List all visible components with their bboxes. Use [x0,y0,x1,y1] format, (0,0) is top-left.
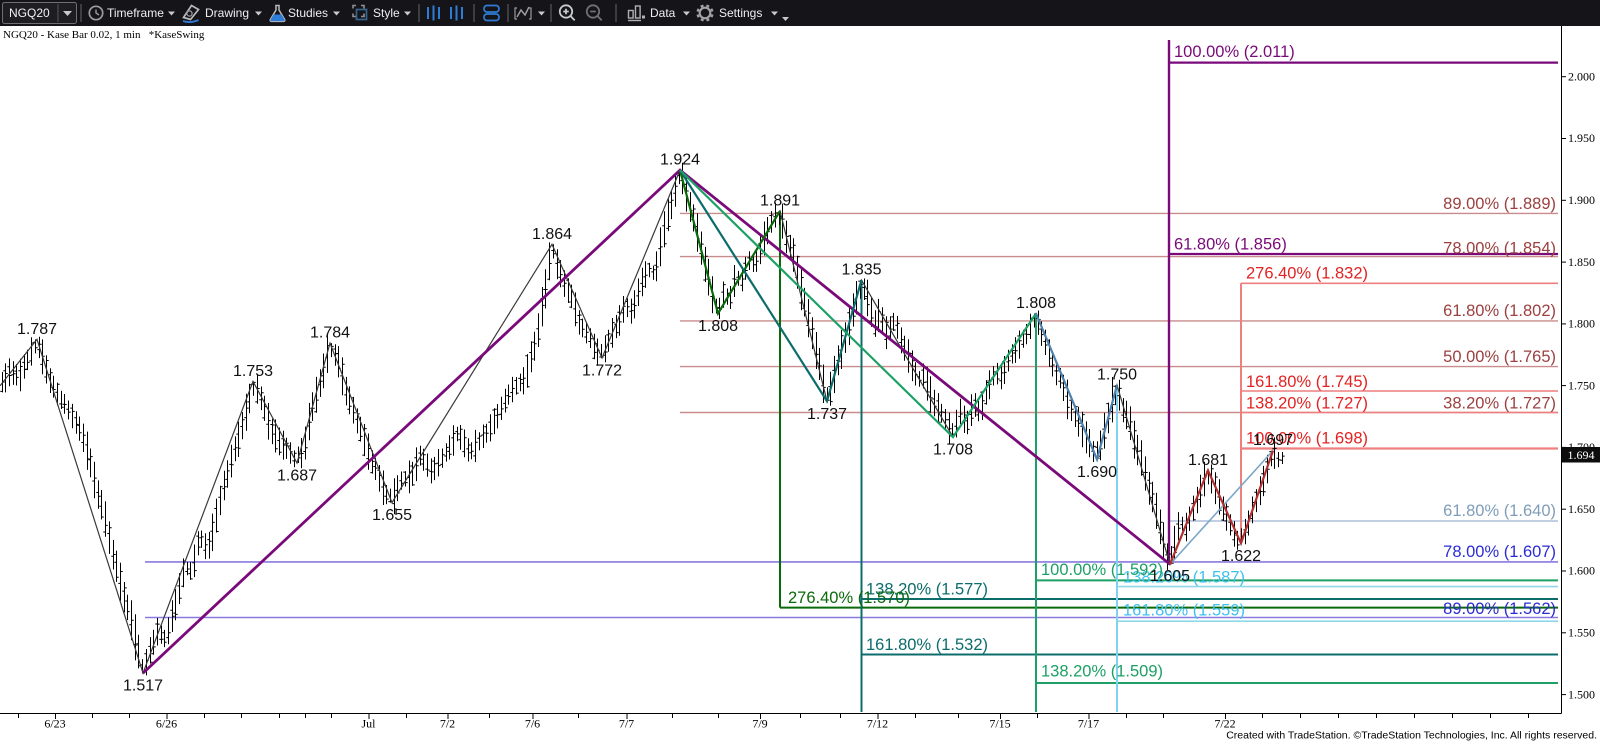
svg-text:NGQ20 - Kase Bar 0.02, 1 min: NGQ20 - Kase Bar 0.02, 1 min *KaseSwing [3,29,205,41]
svg-text:Jul: Jul [361,717,376,731]
svg-text:161.80% (1.532): 161.80% (1.532) [866,636,988,654]
svg-text:1.697: 1.697 [1253,432,1293,449]
svg-text:100.00% (1.592): 100.00% (1.592) [1041,561,1163,579]
svg-text:78.00% (1.607): 78.00% (1.607) [1443,543,1556,561]
svg-text:Settings: Settings [719,6,762,20]
svg-text:7/9: 7/9 [752,717,767,731]
svg-text:Data: Data [650,6,676,20]
svg-text:1.808: 1.808 [1016,295,1056,312]
svg-text:138.20% (1.577): 138.20% (1.577) [866,580,988,598]
svg-text:1.924: 1.924 [660,152,700,169]
svg-text:1.900: 1.900 [1568,193,1595,207]
svg-text:1.687: 1.687 [277,468,317,485]
svg-text:1.808: 1.808 [698,318,738,335]
svg-text:Timeframe: Timeframe [107,6,164,20]
svg-text:7/12: 7/12 [867,717,888,731]
svg-text:1.750: 1.750 [1097,367,1137,384]
svg-text:1.784: 1.784 [310,325,350,342]
svg-text:1.800: 1.800 [1568,317,1595,331]
svg-text:138.20% (1.727): 138.20% (1.727) [1246,394,1368,412]
svg-text:1.850: 1.850 [1568,255,1595,269]
svg-text:138.20% (1.509): 138.20% (1.509) [1041,662,1163,680]
svg-text:1.622: 1.622 [1221,548,1261,565]
svg-text:1.772: 1.772 [582,363,622,380]
svg-text:NGQ20: NGQ20 [9,6,50,20]
svg-text:161.80% (1.559): 161.80% (1.559) [1123,601,1245,619]
svg-text:Style: Style [373,6,400,20]
svg-text:1.517: 1.517 [123,678,163,695]
svg-text:89.00% (1.889): 89.00% (1.889) [1443,195,1556,213]
svg-text:Studies: Studies [288,6,328,20]
svg-text:276.40% (1.832): 276.40% (1.832) [1246,264,1368,282]
svg-text:1.787: 1.787 [17,321,57,338]
svg-text:1.600: 1.600 [1568,564,1595,578]
svg-text:7/15: 7/15 [989,717,1010,731]
svg-text:1.737: 1.737 [807,406,847,423]
svg-text:7/2: 7/2 [440,717,455,731]
svg-text:1.681: 1.681 [1188,452,1228,469]
svg-text:89.00% (1.562): 89.00% (1.562) [1443,600,1556,618]
svg-text:1.891: 1.891 [760,193,800,210]
svg-text:1.708: 1.708 [933,442,973,459]
svg-text:7/7: 7/7 [619,717,634,731]
svg-text:78.00% (1.854): 78.00% (1.854) [1443,239,1556,257]
svg-text:1.694: 1.694 [1568,448,1595,462]
svg-text:138.20% (1.587): 138.20% (1.587) [1123,568,1245,586]
svg-text:Drawing: Drawing [205,6,249,20]
svg-text:1.605: 1.605 [1150,568,1190,585]
svg-text:1.650: 1.650 [1568,502,1595,516]
svg-text:6/26: 6/26 [156,717,177,731]
svg-text:Created with TradeStation. ©Tr: Created with TradeStation. ©TradeStation… [1226,730,1597,741]
svg-text:1.500: 1.500 [1568,687,1595,701]
svg-text:6/23: 6/23 [44,717,65,731]
svg-text:276.40% (1.570): 276.40% (1.570) [788,589,910,607]
svg-text:7/17: 7/17 [1078,717,1099,731]
svg-text:1.835: 1.835 [841,262,881,279]
svg-text:50.00% (1.765): 50.00% (1.765) [1443,348,1556,366]
svg-text:161.80% (1.745): 161.80% (1.745) [1246,373,1368,391]
svg-text:61.80% (1.802): 61.80% (1.802) [1443,302,1556,320]
svg-text:1.655: 1.655 [372,507,412,524]
svg-text:1.753: 1.753 [233,363,273,380]
svg-text:100.00% (1.698): 100.00% (1.698) [1246,429,1368,447]
svg-text:1.864: 1.864 [532,226,572,243]
svg-text:1.690: 1.690 [1077,464,1117,481]
svg-text:1.550: 1.550 [1568,626,1595,640]
svg-text:100.00% (2.011): 100.00% (2.011) [1174,43,1295,61]
svg-text:2.000: 2.000 [1568,69,1595,83]
svg-text:1.750: 1.750 [1568,378,1595,392]
svg-text:7/22: 7/22 [1214,717,1235,731]
svg-text:1.950: 1.950 [1568,131,1595,145]
svg-text:38.20% (1.727): 38.20% (1.727) [1443,394,1556,412]
svg-text:61.80% (1.640): 61.80% (1.640) [1443,502,1556,520]
svg-text:61.80% (1.856): 61.80% (1.856) [1174,235,1287,253]
svg-text:7/6: 7/6 [525,717,540,731]
